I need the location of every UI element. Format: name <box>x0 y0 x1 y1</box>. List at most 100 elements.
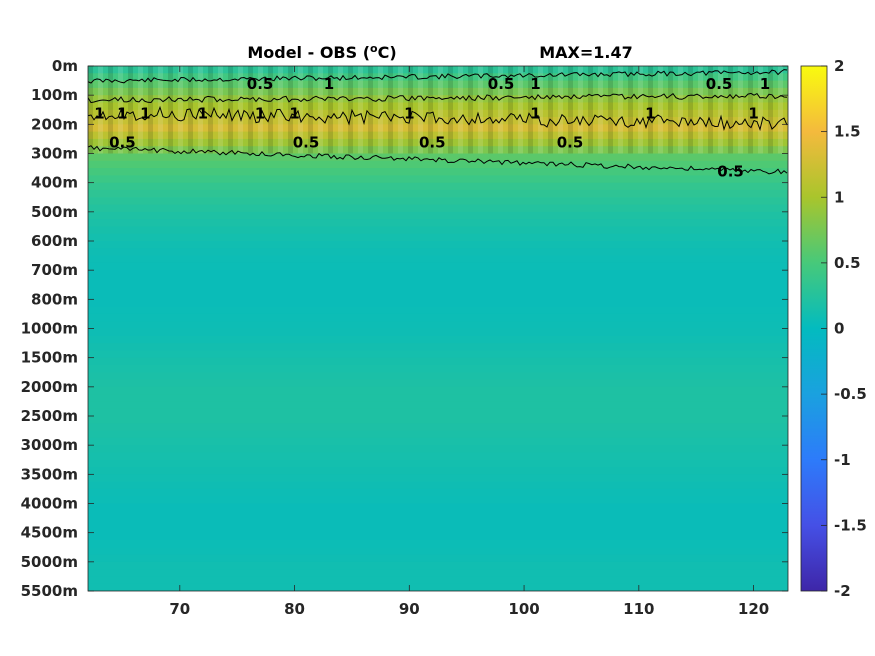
colorbar-tick-label: 1 <box>834 188 844 206</box>
y-tick-label: 400m <box>31 174 78 192</box>
y-tick-label: 2500m <box>21 407 78 425</box>
heatmap-cell <box>88 445 788 454</box>
contour-line <box>88 69 788 84</box>
heatmap-stripe <box>568 66 573 154</box>
heatmap-cell <box>88 547 788 556</box>
heatmap-cell <box>88 284 788 293</box>
y-tick-label: 500m <box>31 203 78 221</box>
heatmap-cell <box>88 459 788 468</box>
y-tick-label: 1500m <box>21 349 78 367</box>
heatmap-stripe <box>498 66 503 154</box>
y-tick-label: 200m <box>31 115 78 133</box>
heatmap-stripe <box>728 66 733 154</box>
heatmap-cell <box>88 467 788 475</box>
contour-label: 1 <box>117 104 127 122</box>
heatmap-stripe <box>698 66 703 154</box>
colorbar-axis: 2 1.5 1 0.5 0 -0.5 -1 -1.5 -2 <box>821 57 867 600</box>
heatmap-cell <box>88 292 788 300</box>
heatmap-cell <box>88 233 788 242</box>
heatmap-stripe <box>688 66 693 154</box>
heatmap-cell <box>88 248 788 257</box>
heatmap-stripe <box>428 66 433 154</box>
heatmap-cell <box>88 138 788 147</box>
x-tick-label: 110 <box>623 600 654 618</box>
contour-label: 1 <box>530 104 540 122</box>
heatmap-cell <box>88 364 788 373</box>
heatmap-stripe <box>298 66 303 154</box>
contour-line <box>88 92 788 104</box>
heatmap-stripe <box>378 66 383 154</box>
heatmap-stripe <box>618 66 623 154</box>
contour-label: 1 <box>748 104 758 122</box>
x-axis: 70 80 90 100 110 120 <box>169 66 769 618</box>
heatmap-stripe <box>148 66 153 154</box>
heatmap-cell <box>88 241 788 249</box>
contour-label: 0.5 <box>706 75 733 93</box>
heatmap-stripe <box>238 66 243 154</box>
heatmap-cell <box>88 204 788 213</box>
y-tick-label: 100m <box>31 86 78 104</box>
heatmap-stripe <box>578 66 583 154</box>
y-tick-label: 1000m <box>21 320 78 338</box>
heatmap-stripe <box>608 66 613 154</box>
heatmap-cell <box>88 270 788 279</box>
colorbar-tick-label: -1 <box>834 451 851 469</box>
contour-label: 0.5 <box>419 134 446 152</box>
heatmap-stripe <box>388 66 393 154</box>
heatmap-stripe <box>628 66 633 154</box>
heatmap-cell <box>88 306 788 315</box>
heatmap-stripe <box>518 66 523 154</box>
heatmap-cell <box>88 416 788 424</box>
chart-title-main: Model - OBS <box>247 43 357 62</box>
heatmap-cell <box>88 561 788 570</box>
contour-label: 1 <box>324 75 334 93</box>
x-tick-label: 70 <box>169 600 190 618</box>
heatmap-stripe <box>418 66 423 154</box>
heatmap-stripe <box>668 66 673 154</box>
heatmap-cell <box>88 496 788 505</box>
contour-label: 1 <box>94 104 104 122</box>
heatmap-cell <box>88 488 788 497</box>
heatmap-cell <box>88 350 788 359</box>
y-tick-label: 4500m <box>21 524 78 542</box>
heatmap-stripe <box>208 66 213 154</box>
contour-label: 1 <box>140 104 150 122</box>
heatmap-stripe <box>88 66 93 154</box>
heatmap-cell <box>88 583 788 591</box>
heatmap-stripe <box>358 66 363 154</box>
heatmap-cell <box>88 401 788 410</box>
heatmap-stripe <box>598 66 603 154</box>
chart-title: Model - OBS (oC) <box>247 42 396 62</box>
heatmap-stripe <box>548 66 553 154</box>
heatmap-stripe <box>288 66 293 154</box>
heatmap-cell <box>88 569 788 578</box>
heatmap-cell <box>88 66 788 74</box>
heatmap-stripe <box>108 66 113 154</box>
heatmap-stripe <box>508 66 513 154</box>
heatmap-cell <box>88 321 788 330</box>
y-tick-label: 5500m <box>21 582 78 600</box>
heatmap-cell <box>88 372 788 381</box>
heatmap-cell <box>88 219 788 228</box>
heatmap-stripe <box>528 66 533 154</box>
heatmap-stripe <box>448 66 453 154</box>
heatmap-field <box>88 66 788 591</box>
heatmap-cell <box>88 153 788 162</box>
contour-label: 0.5 <box>488 75 515 93</box>
y-tick-label: 300m <box>31 145 78 163</box>
contour-lines <box>88 69 788 175</box>
y-tick-label: 5000m <box>21 553 78 571</box>
colorbar-tick-label: -0.5 <box>834 385 867 403</box>
heatmap-stripe <box>458 66 463 154</box>
heatmap-stripe <box>658 66 663 154</box>
heatmap-cell <box>88 539 788 548</box>
contour-label: 1 <box>404 104 414 122</box>
contour-label: 1 <box>255 104 265 122</box>
heatmap-cell <box>88 175 788 184</box>
heatmap-stripe <box>408 66 413 154</box>
heatmap-stripe <box>328 66 333 154</box>
y-tick-label: 2000m <box>21 378 78 396</box>
heatmap-stripe <box>758 66 763 154</box>
